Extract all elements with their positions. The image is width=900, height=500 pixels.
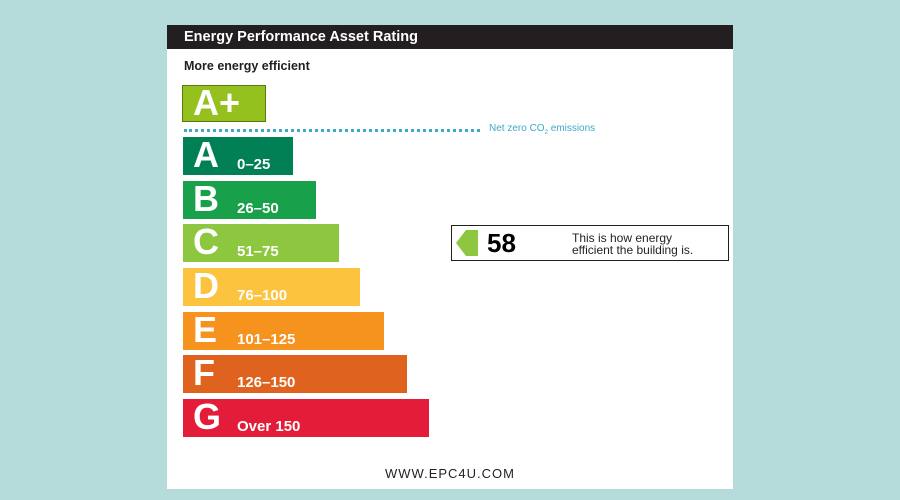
band-range: Over 150 [237, 418, 301, 435]
band-range: 101–125 [237, 331, 296, 348]
band-letter: F [193, 352, 215, 393]
band-a: A 0–25 [183, 134, 293, 175]
net-zero-label: Net zero CO2 emissions [489, 123, 596, 136]
rating-description: This is how energy efficient the buildin… [572, 231, 694, 257]
band-letter: E [193, 309, 218, 350]
band-letter: A [193, 134, 219, 175]
band-f: F 126–150 [183, 352, 407, 393]
header-bar: Energy Performance Asset Rating [167, 25, 733, 49]
band-range: 51–75 [237, 243, 279, 260]
band-letter: D [193, 265, 219, 306]
epc-card: Energy Performance Asset Rating More ene… [167, 25, 733, 489]
footer-website: WWW.EPC4U.COM [385, 466, 515, 481]
band-e: E 101–125 [183, 309, 384, 350]
band-d: D 76–100 [183, 265, 360, 306]
band-range: 0–25 [237, 156, 271, 173]
band-a-plus-letter: A+ [193, 82, 241, 123]
net-zero-divider [184, 129, 480, 132]
rating-arrow-icon [456, 230, 478, 256]
band-range: 26–50 [237, 200, 279, 217]
band-g: G Over 150 [183, 396, 429, 437]
rating-indicator: 58 This is how energy efficient the buil… [451, 225, 729, 261]
band-a-plus: A+ [182, 82, 266, 123]
band-range: 76–100 [237, 287, 288, 304]
band-c: C 51–75 [183, 221, 339, 262]
band-letter: G [193, 396, 222, 437]
more-efficient-caption: More energy efficient [184, 59, 310, 73]
page-title: Energy Performance Asset Rating [184, 29, 418, 45]
band-range: 126–150 [237, 374, 296, 391]
band-letter: C [193, 221, 219, 262]
band-b: B 26–50 [183, 178, 316, 219]
rating-value: 58 [487, 228, 516, 258]
band-letter: B [193, 178, 219, 219]
